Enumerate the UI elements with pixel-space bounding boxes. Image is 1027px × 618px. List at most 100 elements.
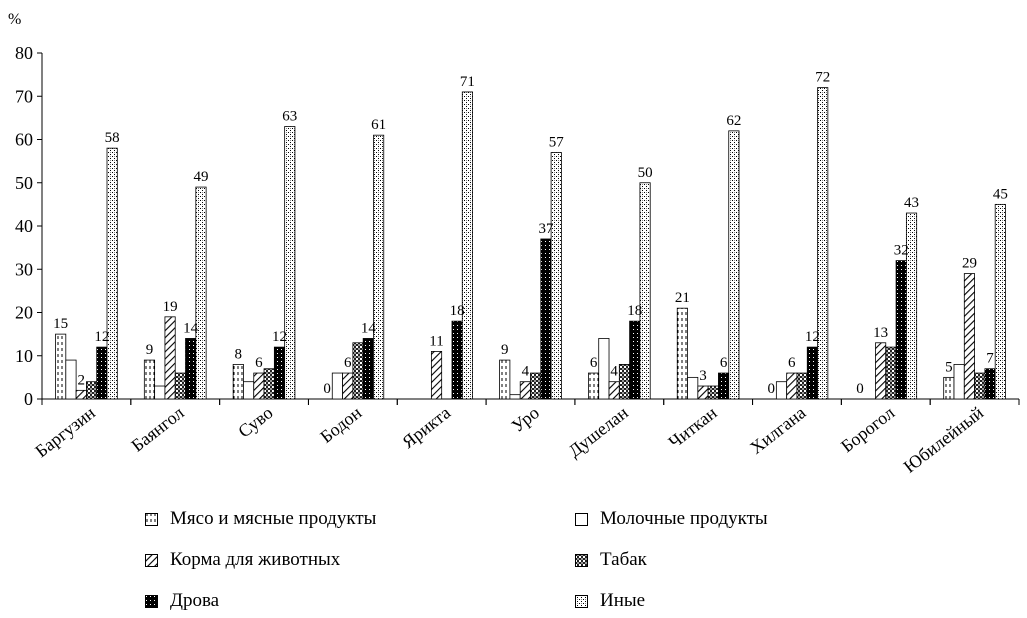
data-label: 15 [53, 316, 68, 332]
bar-11-2 [953, 363, 965, 400]
data-label: 9 [501, 342, 509, 358]
data-label: 6 [788, 355, 796, 371]
legend-item: Корма для животных [145, 549, 340, 571]
data-label: 11 [429, 333, 443, 349]
data-label: 50 [638, 165, 653, 181]
bar-3-3 [253, 372, 265, 400]
data-label: 0 [767, 381, 775, 397]
bar-10-4 [885, 346, 897, 400]
legend-label: Молочные продукты [600, 508, 768, 529]
bar-7-5 [629, 320, 641, 400]
y-tick-label: 30 [15, 259, 33, 279]
legend-swatch [145, 594, 158, 608]
data-label: 6 [255, 355, 263, 371]
bar-11-3 [963, 273, 975, 400]
data-label: 61 [371, 117, 386, 133]
legend-swatch [575, 512, 588, 526]
bar-3-5 [273, 346, 286, 400]
bar-1-4 [86, 381, 98, 400]
data-label: 58 [105, 130, 120, 146]
legend-label: Корма для животных [170, 549, 341, 570]
bar-11-1 [943, 376, 955, 400]
bar-1-1 [55, 333, 67, 400]
bar-6-3 [519, 381, 531, 400]
bar-2-4 [174, 372, 186, 400]
data-label: 49 [193, 169, 208, 185]
legend-label: Мясо и мясные продукты [170, 508, 377, 529]
bar-3-2 [243, 381, 255, 400]
data-label: 12 [272, 329, 287, 345]
bar-8-2 [687, 376, 699, 400]
bar-4-6 [373, 134, 385, 400]
bar-3-1 [232, 363, 244, 400]
legend-item: Мясо и мясные продукты [145, 508, 376, 530]
bar-2-5 [185, 338, 197, 400]
bar-6-5 [540, 238, 552, 400]
y-tick-label: 40 [15, 216, 33, 236]
data-label: 14 [361, 320, 377, 336]
bar-4-2 [331, 372, 343, 400]
data-label: 21 [675, 290, 690, 306]
bar-9-4 [796, 372, 808, 400]
data-label: 8 [235, 346, 243, 362]
bar-7-6 [639, 182, 651, 400]
legend-item: Иные [575, 590, 645, 612]
bar-5-6 [461, 91, 473, 400]
legend-label: Табак [600, 549, 647, 570]
bar-5-5 [451, 320, 463, 400]
data-label: 6 [720, 355, 728, 371]
data-label: 9 [146, 342, 154, 358]
x-category-label: Уро [508, 402, 543, 436]
bar-11-6 [994, 203, 1006, 400]
y-tick-label: 10 [15, 346, 33, 366]
data-label: 12 [94, 329, 109, 345]
x-category-label: Баргузин [31, 402, 99, 461]
bar-8-1 [676, 307, 688, 400]
data-label: 3 [699, 368, 707, 384]
legend-swatch [575, 553, 588, 567]
legend-item: Молочные продукты [575, 508, 768, 530]
data-label: 62 [726, 113, 741, 129]
bar-2-1 [143, 359, 156, 400]
y-tick-label: 50 [15, 173, 33, 193]
bar-6-6 [550, 152, 562, 400]
data-label: 5 [945, 359, 953, 375]
x-category-label: Хилгана [746, 402, 809, 458]
data-label: 72 [815, 70, 830, 86]
legend-swatch [145, 553, 158, 567]
y-axis-unit: % [8, 11, 21, 28]
data-label: 29 [962, 256, 977, 272]
x-category-label: Читкан [665, 402, 721, 452]
bar-1-6 [106, 147, 118, 400]
bar-10-5 [895, 260, 907, 400]
data-label: 18 [450, 303, 465, 319]
bar-4-3 [342, 372, 354, 400]
data-label: 19 [163, 299, 178, 315]
bar-2-6 [195, 186, 207, 400]
bar-10-6 [905, 212, 918, 400]
bar-7-2 [598, 338, 610, 400]
bar-11-5 [984, 368, 996, 400]
bar-9-3 [786, 372, 798, 400]
bar-8-6 [728, 130, 740, 400]
x-category-label: Бодон [316, 402, 365, 447]
data-label: 7 [986, 351, 994, 367]
bar-10-3 [875, 342, 887, 400]
bar-1-2 [65, 359, 77, 400]
x-category-label: Баянгол [127, 402, 187, 455]
data-label: 57 [549, 134, 565, 150]
data-label: 12 [805, 329, 820, 345]
x-category-label: Душелан [565, 402, 633, 461]
bar-3-6 [284, 126, 296, 400]
data-label: 32 [894, 243, 909, 259]
data-label: 6 [590, 355, 598, 371]
legend-label: Дрова [170, 590, 220, 611]
data-label: 4 [522, 364, 530, 380]
data-label: 37 [538, 221, 554, 237]
bar-8-5 [718, 372, 730, 400]
bar-2-3 [164, 316, 176, 400]
data-label: 0 [323, 381, 331, 397]
legend-swatch [145, 512, 158, 526]
x-category-label: Борогол [837, 402, 898, 456]
x-category-label: Суво [234, 402, 276, 441]
